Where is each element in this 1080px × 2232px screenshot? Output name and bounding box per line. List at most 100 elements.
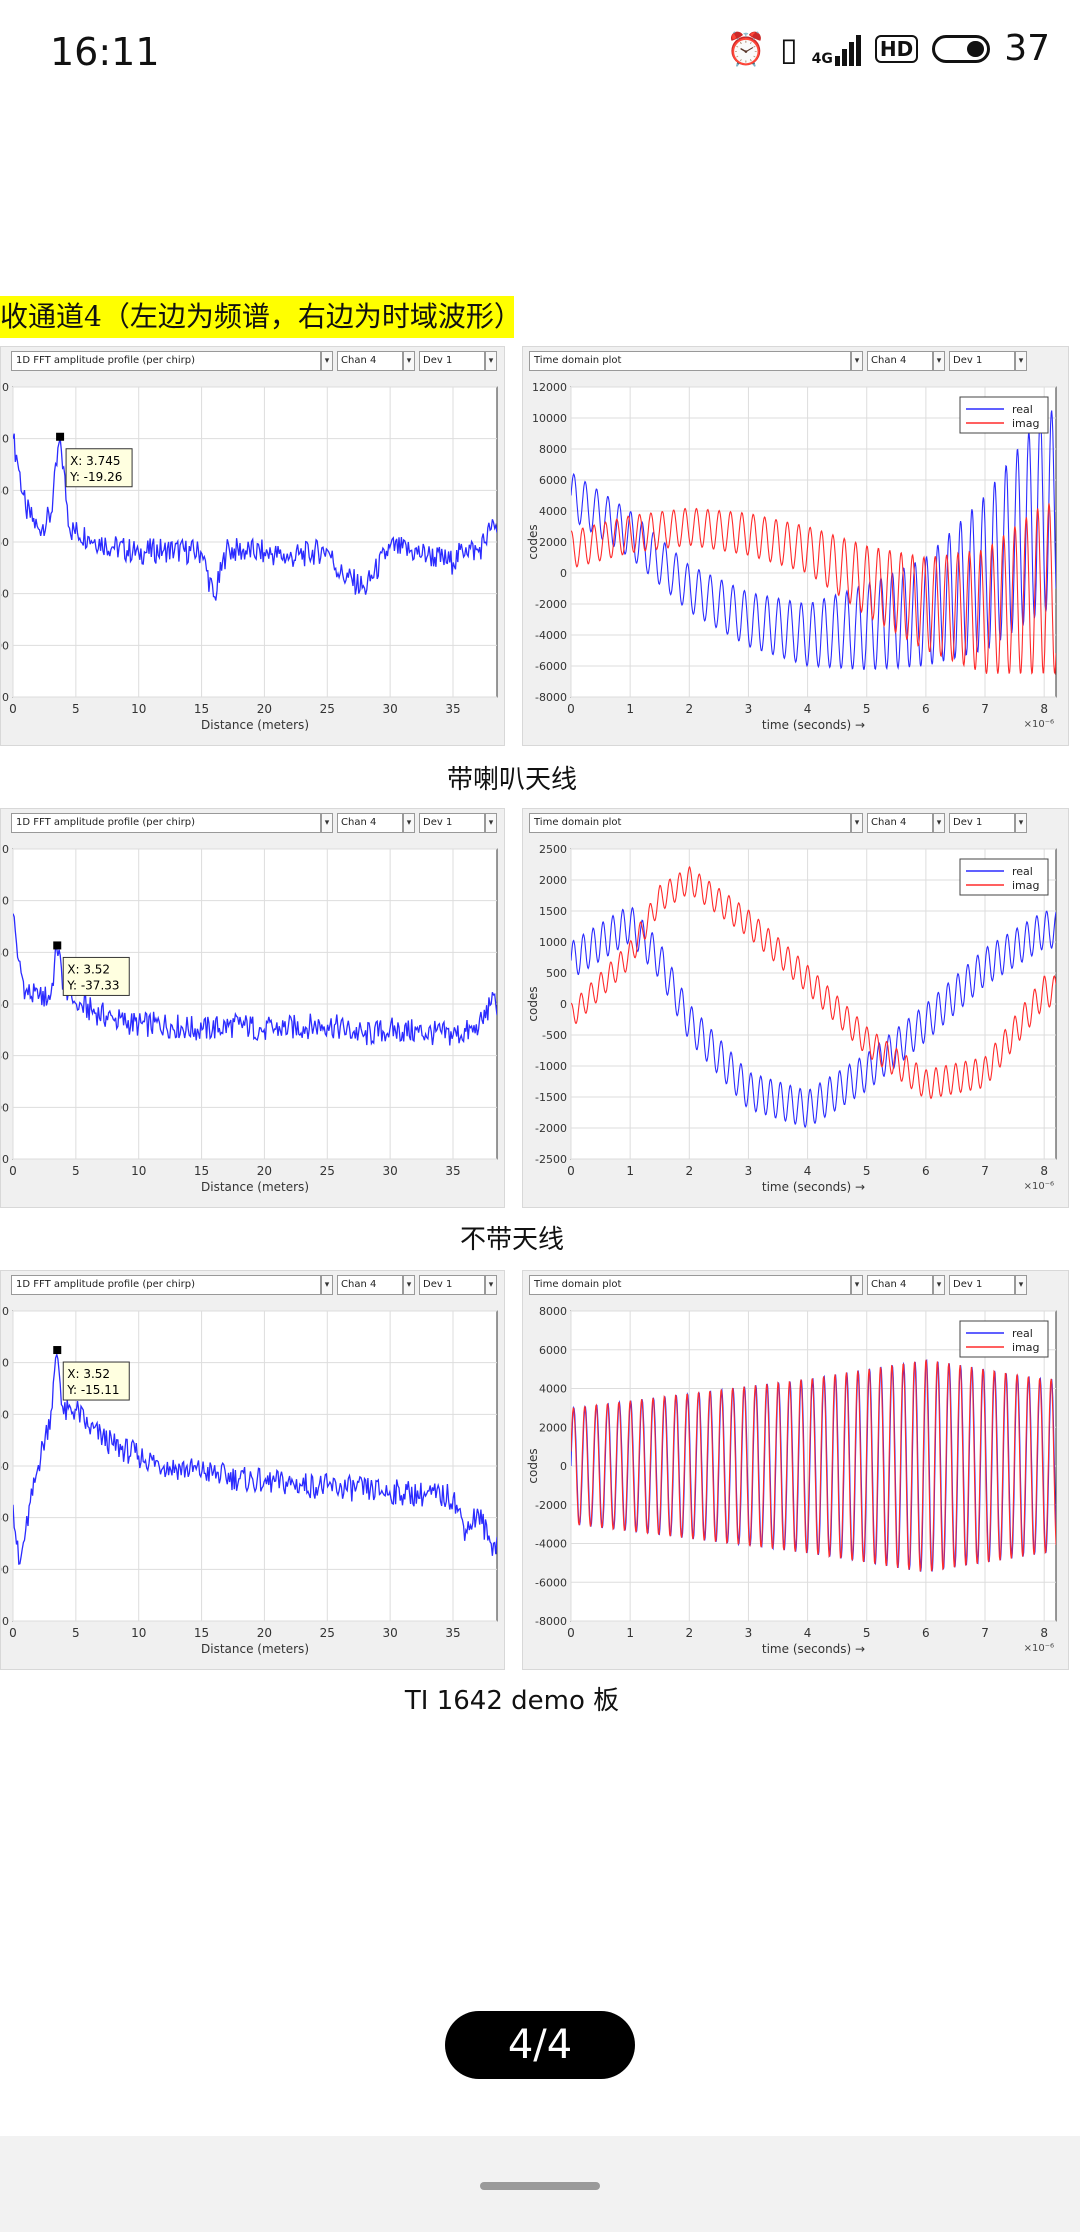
plot-toolbar: 1D FFT amplitude profile (per chirp) ▾ Cha… [1,809,504,837]
imag-series-line [571,503,1056,676]
chevron-down-icon[interactable]: ▾ [933,813,945,833]
chevron-down-icon[interactable]: ▾ [851,351,863,371]
home-gesture-handle[interactable] [480,2182,600,2190]
x-tick-label: 1 [626,1626,634,1640]
x-tick-label: 35 [445,702,460,716]
channel-select[interactable]: Chan 4 [337,1275,403,1295]
plot-area: 0 1 2 3 4 5 6 7 8 12000 10000 8000 6000 4000 2000 0 -200… [526,381,1057,732]
x-tick-label: 25 [320,1164,335,1178]
fft-series-line [13,1352,497,1565]
y-tick-label: -100 [1,1101,9,1114]
chevron-down-icon[interactable]: ▾ [321,1275,333,1295]
chevron-down-icon[interactable]: ▾ [851,813,863,833]
y-tick-label: -60 [1,536,9,549]
plot-type-select[interactable]: 1D FFT amplitude profile (per chirp) [11,813,321,833]
x-tick-label: 5 [863,1164,871,1178]
chevron-down-icon[interactable]: ▾ [321,351,333,371]
channel-select[interactable]: Chan 4 [337,813,403,833]
chevron-down-icon[interactable]: ▾ [485,1275,497,1295]
x-axis-label: time (seconds) → [762,1642,865,1656]
device-select[interactable]: Dev 1 [419,1275,485,1295]
plot-type-select[interactable]: Time domain plot [529,351,851,371]
x-axis-label: Distance (meters) [201,718,309,732]
plot-toolbar: Time domain plot ▾ Chan 4 ▾ Dev 1 ▾ [523,347,1068,375]
plot-type-select[interactable]: 1D FFT amplitude profile (per chirp) [11,1275,321,1295]
y-tick-label: -100 [1,639,9,652]
x-tick-label: 8 [1040,1164,1048,1178]
page-indicator: 4/4 [445,2011,635,2079]
x-tick-label: 4 [804,702,812,716]
time-domain-plot-panel: Time domain plot ▾ Chan 4 ▾ Dev 1 ▾ 0 1 2 3 4 5 6 7 8 1… [522,346,1069,746]
plot-type-select[interactable]: 1D FFT amplitude profile (per chirp) [11,351,321,371]
y-tick-label: -20 [1,1357,9,1370]
plot-type-select[interactable]: Time domain plot [529,813,851,833]
channel-select[interactable]: Chan 4 [867,1275,933,1295]
chevron-down-icon[interactable]: ▾ [1015,1275,1027,1295]
device-select[interactable]: Dev 1 [419,351,485,371]
datatip-box [62,1361,130,1401]
y-tick-label: -1000 [535,1060,567,1073]
chevron-down-icon[interactable]: ▾ [403,351,415,371]
y-tick-label: 6000 [539,1344,567,1357]
x-tick-label: 30 [383,1626,398,1640]
y-tick-label: -1500 [535,1091,567,1104]
x-exponent-label: ×10⁻⁶ [1024,1181,1054,1192]
x-tick-label: 7 [981,1626,989,1640]
chevron-down-icon[interactable]: ▾ [403,1275,415,1295]
chevron-down-icon[interactable]: ▾ [1015,813,1027,833]
x-tick-label: 15 [194,1164,209,1178]
chevron-down-icon[interactable]: ▾ [321,813,333,833]
device-select[interactable]: Dev 1 [949,1275,1015,1295]
x-tick-label: 3 [745,1164,753,1178]
chevron-down-icon[interactable]: ▾ [933,351,945,371]
datatip-x: X: 3.52 [67,962,110,976]
document-heading: 收通道4（左边为频谱，右边为时域波形） [0,296,514,338]
plot-type-select[interactable]: Time domain plot [529,1275,851,1295]
channel-select[interactable]: Chan 4 [337,351,403,371]
channel-select[interactable]: Chan 4 [867,351,933,371]
x-exponent-label: ×10⁻⁶ [1024,719,1054,730]
plot-toolbar: 1D FFT amplitude profile (per chirp) ▾ Cha… [1,1271,504,1299]
document-image[interactable]: 收通道4（左边为频谱，右边为时域波形） 1D FFT amplitude pro… [0,296,1080,1730]
y-axis-label: codes [526,524,540,559]
channel-select[interactable]: Chan 4 [867,813,933,833]
time-domain-plot-panel: Time domain plot ▾ Chan 4 ▾ Dev 1 ▾ 0 1 2 3 4 5 6 7 8 8… [522,1270,1069,1670]
chevron-down-icon[interactable]: ▾ [851,1275,863,1295]
chevron-down-icon[interactable]: ▾ [933,1275,945,1295]
x-tick-label: 15 [194,702,209,716]
plot-toolbar: Time domain plot ▾ Chan 4 ▾ Dev 1 ▾ [523,1271,1068,1299]
y-tick-label: -6000 [535,660,567,673]
plot-area: 0 5 10 15 20 25 30 35 0 -20 -40 -60 -80 -100 -120 Dista… [1,843,498,1194]
chevron-down-icon[interactable]: ▾ [485,351,497,371]
chevron-down-icon[interactable]: ▾ [485,813,497,833]
time-domain-plot-panel: Time domain plot ▾ Chan 4 ▾ Dev 1 ▾ 0 1 2 3 4 5 6 7 8 2… [522,808,1069,1208]
datatip-box [65,448,133,488]
plot-area: 0 5 10 15 20 25 30 35 0 -20 -40 -60 -80 -100 -120 Dista… [1,381,498,732]
x-tick-label: 10 [131,1164,146,1178]
datatip-y: Y: -19.26 [69,470,122,484]
caption-no-antenna: 不带天线 [459,1225,564,1255]
y-tick-label: -500 [542,1029,567,1042]
chevron-down-icon[interactable]: ▾ [403,813,415,833]
chevron-down-icon[interactable]: ▾ [1015,351,1027,371]
y-tick-label: 0 [560,1460,567,1473]
y-tick-label: -20 [1,895,9,908]
y-tick-label: -4000 [535,629,567,642]
datatip-marker [53,941,62,950]
y-axis-label: codes [526,1448,540,1483]
y-tick-label: 2500 [539,843,567,856]
y-tick-label: -2000 [535,598,567,611]
y-tick-label: -60 [1,998,9,1011]
x-tick-label: 0 [567,1626,575,1640]
datatip-x: X: 3.52 [67,1367,110,1381]
hd-voice-icon: HD [874,34,919,63]
y-tick-label: 0 [560,567,567,580]
device-select[interactable]: Dev 1 [419,813,485,833]
device-select[interactable]: Dev 1 [949,351,1015,371]
device-select[interactable]: Dev 1 [949,813,1015,833]
x-tick-label: 1 [626,1164,634,1178]
datatip-box [62,956,130,996]
y-tick-label: 2000 [539,536,567,549]
y-tick-label: -40 [1,484,9,497]
x-tick-label: 0 [9,1626,17,1640]
